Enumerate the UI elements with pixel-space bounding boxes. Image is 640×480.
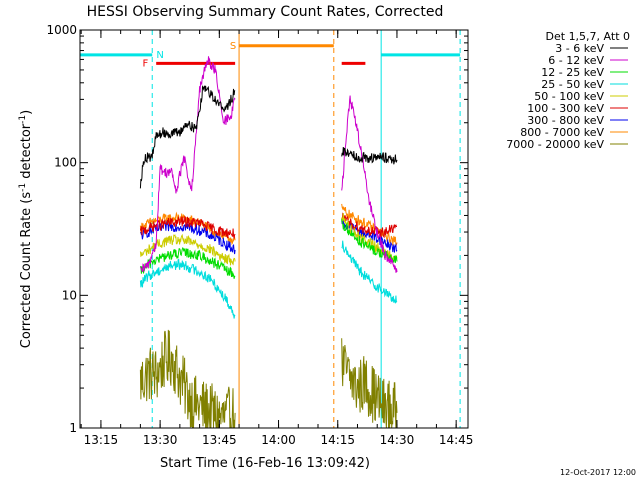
y-tick-label: 100: [54, 156, 77, 170]
series-line-7000-20000-kev-seg1: [139, 329, 236, 429]
series-line-12-25-kev-seg2: [341, 219, 398, 263]
legend-label-800-7000-kev: 800 - 7000 keV: [520, 126, 604, 139]
x-tick-label: 14:30: [380, 433, 415, 447]
flag-label-n: N: [156, 50, 163, 61]
series-line-25-50-kev-seg1: [139, 258, 236, 319]
legend-label-50-100-kev: 50 - 100 keV: [534, 90, 604, 103]
legend-label-100-300-kev: 100 - 300 keV: [527, 102, 604, 115]
series-line-25-50-kev-seg2: [341, 240, 398, 304]
series-line-800-7000-kev-seg2: [341, 203, 398, 247]
y-axis-label-sup-1: -1: [18, 183, 28, 192]
x-axis-label: Start Time (16-Feb-16 13:09:42): [160, 456, 370, 471]
axes: 13:15 13:30 13:45 14:00 14:15 14:30 14:45 1 10 10…: [46, 23, 473, 447]
legend-label-25-50-kev: 25 - 50 keV: [541, 78, 604, 91]
legend-title: Det 1,5,7, Att 0: [546, 30, 630, 43]
series-line-3-6-kev-seg1: [139, 85, 236, 189]
y-tick-label: 10: [62, 288, 77, 302]
plot-area: NF S: [79, 30, 461, 429]
x-tick-label: 13:45: [202, 433, 237, 447]
legend-label-3-6-kev: 3 - 6 keV: [555, 42, 604, 55]
y-axis-label-part-1: Corrected Count Rate (s: [19, 192, 34, 349]
legend-label-300-800-kev: 300 - 800 keV: [527, 114, 604, 127]
chart-title: HESSI Observing Summary Count Rates, Cor…: [87, 4, 444, 20]
footer-date: 12-Oct-2017 12:00: [560, 468, 636, 477]
flag-label-s: S: [230, 41, 236, 52]
series-line-6-12-kev-seg2: [341, 95, 398, 273]
flag-label-f: F: [142, 58, 148, 69]
series-line-100-300-kev-seg1: [139, 215, 236, 239]
series-line-7000-20000-kev-seg2: [341, 338, 398, 429]
y-axis-label: Corrected Count Rate (s-1 detector-1): [18, 110, 34, 348]
y-axis-label-part-3: ): [19, 110, 34, 115]
x-tick-label: 13:30: [143, 433, 178, 447]
x-tick-label: 14:45: [439, 433, 474, 447]
y-tick-label: 1: [69, 421, 77, 435]
y-axis-label-sup-2: -1: [18, 115, 28, 124]
y-tick-label: 1000: [46, 23, 77, 37]
series-line-12-25-kev-seg1: [139, 247, 236, 279]
series-line-3-6-kev-seg2: [341, 146, 398, 165]
series-line-100-300-kev-seg2: [341, 212, 397, 239]
legend-label-7000-20000-kev: 7000 - 20000 keV: [506, 138, 604, 151]
y-axis-label-part-2: detector: [19, 123, 34, 183]
series-line-6-12-kev-seg1: [139, 56, 236, 273]
x-tick-label: 14:00: [261, 433, 296, 447]
x-tick-label: 14:15: [320, 433, 355, 447]
x-tick-label: 13:15: [84, 433, 119, 447]
plot-frame: [79, 29, 469, 429]
legend-label-12-25-kev: 12 - 25 keV: [541, 66, 604, 79]
legend-label-6-12-kev: 6 - 12 keV: [548, 54, 604, 67]
